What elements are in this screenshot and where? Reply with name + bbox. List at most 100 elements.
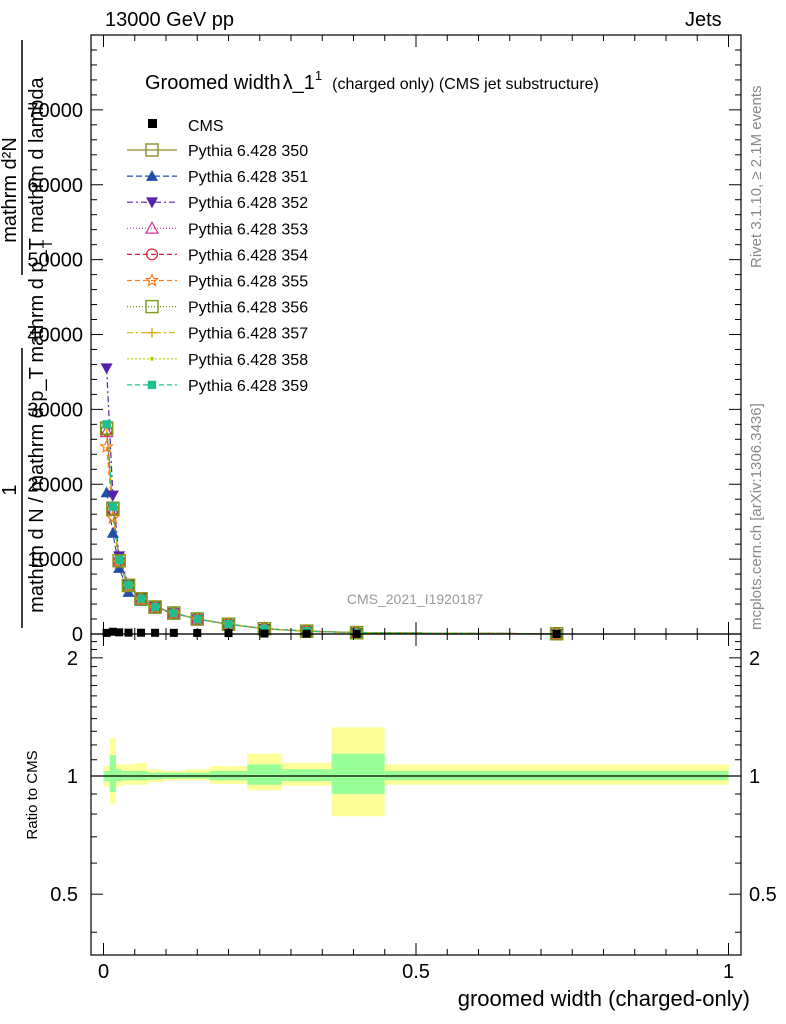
legend-label: Pythia 6.428 358 [188, 352, 308, 369]
series-line [106, 446, 557, 635]
cms-point [151, 628, 160, 637]
x-tick-label: 0.5 [402, 961, 430, 983]
legend-marker [145, 143, 159, 157]
ratio-tick-label-left: 2 [67, 648, 78, 670]
series-line [106, 431, 557, 635]
cms-point [102, 628, 111, 637]
ratio-tick-label-left: 1 [67, 766, 78, 788]
legend-label: Pythia 6.428 352 [188, 195, 308, 212]
series-point [105, 510, 121, 525]
series-line [106, 430, 557, 635]
y-tick-label: 60000 [27, 175, 83, 197]
legend-label: Pythia 6.428 354 [188, 247, 308, 264]
legend-marker [146, 197, 158, 209]
series-point [167, 606, 181, 620]
series-markers [101, 422, 562, 639]
mc-series [99, 363, 564, 641]
cms-point [124, 628, 133, 637]
ratio-band-green [281, 769, 332, 782]
cms-point [137, 628, 145, 637]
ratio-frame [90, 633, 742, 956]
cms-point [115, 628, 124, 637]
y-label-one: 1 [0, 484, 21, 495]
series-line [106, 424, 557, 635]
legend-label: Pythia 6.428 350 [188, 143, 308, 160]
legend-label: Pythia 6.428 357 [188, 326, 308, 343]
title-main: Groomed width [145, 72, 281, 94]
ratio-tick-label-right: 0.5 [749, 884, 777, 906]
title-suffix: (charged only) (CMS jet substructure) [332, 76, 599, 93]
ratio-bands [103, 727, 729, 817]
legend-marker [150, 356, 154, 361]
series-line [106, 427, 557, 635]
legend-marker [144, 272, 160, 287]
series-point [150, 602, 160, 612]
legend-cms-marker [148, 119, 157, 128]
series-point [99, 439, 114, 453]
series-line [106, 368, 557, 635]
y-tick-label: 50000 [27, 250, 83, 272]
series-point [260, 624, 269, 633]
series-point [349, 625, 364, 640]
series-line [106, 427, 557, 635]
ratio-band-green [109, 755, 116, 793]
series-point [193, 614, 202, 624]
series-point [148, 600, 162, 614]
ratio-tick-label-right: 1 [749, 766, 760, 788]
series-point [100, 363, 113, 375]
y-tick-label: 10000 [27, 549, 83, 571]
series-point [136, 594, 146, 603]
series-markers [102, 420, 561, 638]
title-symbol: λ_1 [283, 72, 315, 94]
series-point [121, 578, 136, 593]
ratio-axis-label: Ratio to CMS [24, 750, 41, 839]
series-line [106, 428, 557, 635]
y-tick-label: 0 [72, 624, 83, 646]
series-point [106, 490, 119, 502]
ratio-band-green [247, 764, 282, 785]
legend-label: Pythia 6.428 355 [188, 274, 308, 291]
y-label-inner-denominator: mathrm d p_T mathrm d lambda [26, 76, 48, 362]
series-markers [100, 363, 563, 640]
ratio-tick-label-left: 0.5 [50, 884, 78, 906]
legend-label: Pythia 6.428 356 [188, 300, 308, 317]
cms-point [108, 627, 117, 636]
ratio-band-green [116, 769, 123, 782]
series-point [106, 526, 119, 538]
chart-title: Groomed width λ_11 (charged only) (CMS jet… [145, 68, 599, 94]
y-label-numerator: mathrm d²N [0, 137, 21, 243]
series-point [99, 424, 114, 438]
series-point [190, 612, 204, 626]
series-point [114, 555, 124, 565]
x-axis-label: groomed width (charged-only) [458, 986, 750, 1011]
analysis-label: CMS_2021_I1920187 [347, 591, 483, 607]
y-tick-label: 70000 [27, 100, 83, 122]
x-tick-label: 0 [98, 961, 109, 983]
legend-label: Pythia 6.428 351 [188, 169, 308, 186]
legend-label: Pythia 6.428 359 [188, 378, 308, 395]
title-superscript: 1 [315, 68, 322, 83]
series-point [124, 580, 133, 590]
ratio-band-green [331, 753, 385, 794]
series-point [224, 620, 233, 629]
axis-ticks [91, 34, 741, 955]
series-point [102, 420, 111, 429]
series-point [134, 592, 148, 606]
series-markers [99, 422, 564, 641]
series-point [108, 502, 118, 511]
y-label-subscript: T [39, 239, 55, 248]
series-line [106, 428, 557, 635]
series-point [113, 562, 126, 573]
legend-marker [147, 327, 157, 338]
y-tick-label: 40000 [27, 325, 83, 347]
x-tick-label: 1 [723, 961, 734, 983]
legend-marker [146, 170, 158, 181]
y-tick-label: 30000 [27, 399, 83, 421]
legend-marker [144, 221, 160, 234]
legend: CMS Pythia 6.428 350 Pythia 6.428 351 Pythi… [127, 118, 308, 395]
y-label-denominator: mathrm d N / mathrm d p_T [26, 367, 48, 613]
series-markers [104, 425, 559, 636]
legend-marker [146, 248, 159, 261]
